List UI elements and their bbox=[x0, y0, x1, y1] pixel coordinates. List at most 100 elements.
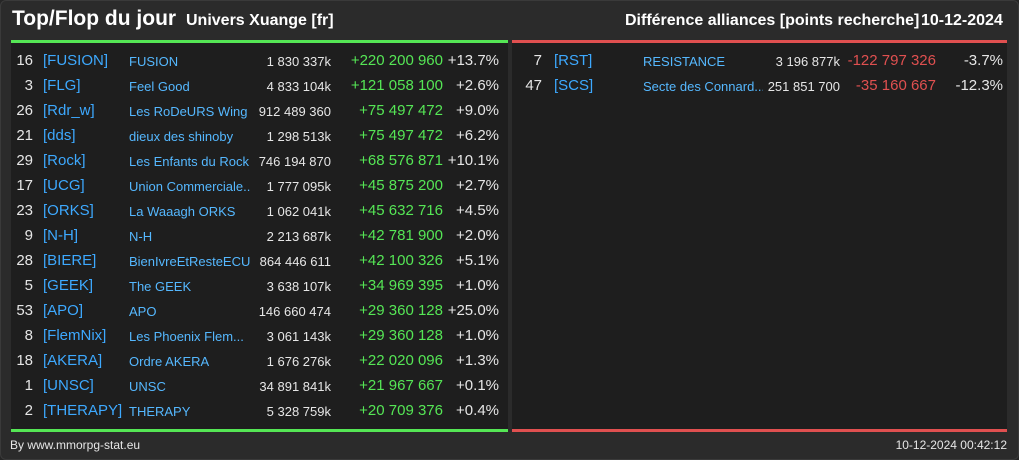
percent-change: +6.2% bbox=[456, 127, 499, 144]
alliance-tag-link[interactable]: [RST] bbox=[554, 52, 593, 69]
alliance-tag-link[interactable]: [APO] bbox=[43, 302, 84, 319]
alliance-tag-link[interactable]: [SCS] bbox=[554, 77, 594, 94]
alliance-points: 2 213 687k bbox=[266, 229, 331, 244]
alliance-rank: 16 bbox=[16, 52, 33, 69]
top-row: 29 [Rock] Les Enfants du Rock 746 194 870 +6… bbox=[11, 148, 508, 173]
universe-label: Univers Xuange [fr] bbox=[186, 12, 334, 29]
alliance-tag-link[interactable]: [UCG] bbox=[43, 177, 85, 194]
alliance-tag-link[interactable]: [UNSC] bbox=[43, 377, 94, 394]
alliance-rank: 9 bbox=[24, 227, 33, 244]
alliance-name-link[interactable]: APO bbox=[129, 304, 157, 319]
alliance-points: 5 328 759k bbox=[266, 404, 331, 419]
alliance-points: 146 660 474 bbox=[258, 304, 331, 319]
alliance-rank: 2 bbox=[24, 402, 33, 419]
points-delta: -35 160 667 bbox=[855, 77, 936, 94]
alliance-tag-link[interactable]: [BIERE] bbox=[43, 252, 97, 269]
top-row: 23 [ORKS] La Waaagh ORKS 1 062 041k +45 632 … bbox=[11, 198, 508, 223]
alliance-rank: 29 bbox=[16, 152, 33, 169]
top-row: 8 [FlemNix] Les Phoenix Flem... 3 061 143k +… bbox=[11, 323, 508, 348]
percent-change: +9.0% bbox=[456, 102, 499, 119]
percent-change: +1.0% bbox=[456, 327, 499, 344]
alliance-points: 3 638 107k bbox=[266, 279, 331, 294]
ranking-subtitle: Différence alliances [points recherche] bbox=[625, 12, 920, 29]
alliance-rank: 47 bbox=[525, 77, 542, 94]
top-row: 1 [UNSC] UNSC 34 891 841k +21 967 667 +0.1% bbox=[11, 373, 508, 398]
alliance-name-link[interactable]: La Waaagh ORKS bbox=[129, 204, 236, 219]
page-title: Top/Flop du jour bbox=[12, 7, 177, 30]
footer-timestamp: 10-12-2024 00:42:12 bbox=[895, 438, 1007, 452]
alliance-tag-link[interactable]: [FUSION] bbox=[43, 52, 109, 69]
alliance-name-link[interactable]: Les Phoenix Flem... bbox=[129, 329, 244, 344]
alliance-tag-link[interactable]: [GEEK] bbox=[43, 277, 94, 294]
alliance-rank: 1 bbox=[24, 377, 33, 394]
alliance-name-link[interactable]: dieux des shinoby bbox=[129, 129, 234, 144]
alliance-tag-link[interactable]: [Rock] bbox=[43, 152, 86, 169]
percent-change: +0.1% bbox=[456, 377, 499, 394]
alliance-name-link[interactable]: Union Commerciale... bbox=[129, 179, 251, 194]
percent-change: +4.5% bbox=[456, 202, 499, 219]
alliance-name-link[interactable]: UNSC bbox=[129, 379, 166, 394]
percent-change: +2.7% bbox=[456, 177, 499, 194]
alliance-rank: 5 bbox=[24, 277, 33, 294]
percent-change: +1.0% bbox=[456, 277, 499, 294]
percent-change: +1.3% bbox=[456, 352, 499, 369]
alliance-rank: 53 bbox=[16, 302, 33, 319]
points-delta: +75 497 472 bbox=[359, 102, 443, 119]
alliance-name-link[interactable]: FUSION bbox=[129, 54, 179, 69]
alliance-tag-link[interactable]: [Rdr_w] bbox=[43, 102, 95, 119]
alliance-name-link[interactable]: Les Enfants du Rock bbox=[129, 154, 249, 169]
top-row: 2 [THERAPY] THERAPY 5 328 759k +20 709 376 +0… bbox=[11, 398, 508, 423]
alliance-rank: 7 bbox=[533, 52, 542, 69]
percent-change: -3.7% bbox=[963, 52, 1003, 69]
top-panel: 16 [FUSION] FUSION 1 830 337k +220 200 960 +1… bbox=[11, 40, 508, 432]
top-row: 9 [N-H] N-H 2 213 687k +42 781 900 +2.0% bbox=[11, 223, 508, 248]
points-delta: +121 058 100 bbox=[350, 77, 443, 94]
alliance-tag-link[interactable]: [ORKS] bbox=[43, 202, 94, 219]
percent-change: +13.7% bbox=[447, 52, 499, 69]
points-delta: +29 360 128 bbox=[359, 327, 443, 344]
alliance-points: 4 833 104k bbox=[266, 79, 331, 94]
alliance-name-link[interactable]: Ordre AKERA bbox=[129, 354, 210, 369]
footer-source: By www.mmorpg-stat.eu bbox=[10, 438, 141, 452]
alliance-points: 912 489 360 bbox=[258, 104, 331, 119]
points-delta: +45 632 716 bbox=[359, 202, 443, 219]
alliance-rank: 8 bbox=[24, 327, 33, 344]
alliance-name-link[interactable]: Secte des Connard... bbox=[643, 79, 763, 94]
points-delta: -122 797 326 bbox=[847, 52, 936, 69]
top-row: 16 [FUSION] FUSION 1 830 337k +220 200 960 +1… bbox=[11, 48, 508, 73]
header: Top/Flop du jour Univers Xuange [fr] Dif… bbox=[0, 0, 1019, 40]
percent-change: +10.1% bbox=[447, 152, 499, 169]
points-delta: +21 967 667 bbox=[359, 377, 443, 394]
points-delta: +22 020 096 bbox=[359, 352, 443, 369]
alliance-name-link[interactable]: THERAPY bbox=[129, 404, 191, 419]
percent-change: +2.0% bbox=[456, 227, 499, 244]
percent-change: -12.3% bbox=[955, 77, 1003, 94]
alliance-rank: 18 bbox=[16, 352, 33, 369]
alliance-tag-link[interactable]: [N-H] bbox=[43, 227, 78, 244]
alliance-rank: 17 bbox=[16, 177, 33, 194]
alliance-name-link[interactable]: N-H bbox=[129, 229, 153, 244]
header-date: 10-12-2024 bbox=[921, 12, 1003, 29]
alliance-tag-link[interactable]: [THERAPY] bbox=[43, 402, 123, 419]
top-row: 21 [dds] dieux des shinoby 1 298 513k +75 49… bbox=[11, 123, 508, 148]
percent-change: +25.0% bbox=[447, 302, 499, 319]
alliance-name-link[interactable]: The GEEK bbox=[129, 279, 192, 294]
alliance-tag-link[interactable]: [AKERA] bbox=[43, 352, 103, 369]
flop-row: 7 [RST] RESISTANCE 3 196 877k -122 797 326 -3… bbox=[512, 48, 1007, 73]
alliance-points: 251 851 700 bbox=[767, 79, 840, 94]
alliance-points: 746 194 870 bbox=[258, 154, 331, 169]
alliance-tag-link[interactable]: [FLG] bbox=[43, 77, 81, 94]
top-row: 26 [Rdr_w] Les RoDeURS Wing 912 489 360 +75 … bbox=[11, 98, 508, 123]
alliance-tag-link[interactable]: [dds] bbox=[43, 127, 76, 144]
alliance-points: 1 777 095k bbox=[266, 179, 331, 194]
alliance-name-link[interactable]: Feel Good bbox=[129, 79, 190, 94]
alliance-name-link[interactable]: BienIvreEtResteECU bbox=[129, 254, 251, 269]
alliance-rank: 26 bbox=[16, 102, 33, 119]
points-delta: +45 875 200 bbox=[359, 177, 443, 194]
alliance-tag-link[interactable]: [FlemNix] bbox=[43, 327, 107, 344]
alliance-rank: 28 bbox=[16, 252, 33, 269]
alliance-rank: 21 bbox=[16, 127, 33, 144]
alliance-name-link[interactable]: Les RoDeURS Wing bbox=[129, 104, 248, 119]
alliance-points: 3 196 877k bbox=[775, 54, 840, 69]
alliance-name-link[interactable]: RESISTANCE bbox=[643, 54, 726, 69]
